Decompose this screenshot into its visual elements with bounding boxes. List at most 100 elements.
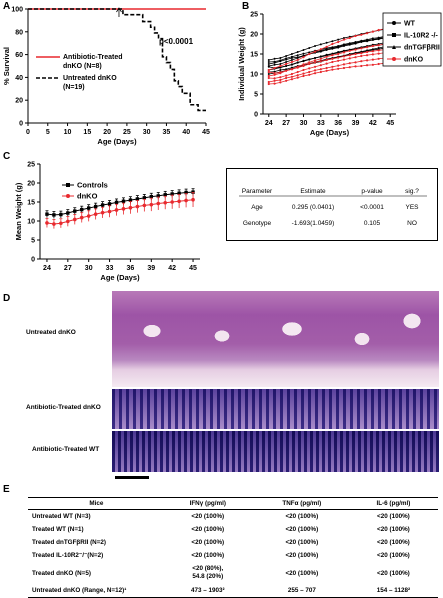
mean-controls-point (121, 199, 126, 203)
weight-point-red (365, 64, 369, 67)
weight-legend-marker (392, 45, 396, 49)
cell-mice: Untreated WT (N=3) (32, 513, 91, 520)
mean-x-tick-label: 27 (64, 265, 72, 272)
weight-point-red (377, 57, 380, 60)
weight-point-red (319, 57, 322, 60)
weight-point-black (325, 41, 328, 44)
stats-cell: <0.0001 (360, 204, 384, 211)
cell-tnfa: 255 – 707 (254, 584, 349, 598)
mean-controls-point (142, 196, 147, 200)
mean-y-tick-label: 25 (27, 162, 35, 169)
weight-point-red (325, 69, 328, 72)
weight-legend-label: dnTGFβRII (404, 45, 440, 52)
weight-point-red (302, 63, 305, 66)
weight-point-red (354, 48, 357, 51)
weight-point-red (308, 52, 311, 56)
mean-controls-point (184, 190, 188, 195)
weight-point-red (285, 69, 288, 72)
weight-point-red (325, 58, 328, 62)
panel-label-d: D (3, 293, 11, 304)
weight-point-red (296, 76, 299, 79)
mean-controls-point (45, 212, 49, 216)
weight-point-red (302, 68, 305, 72)
cell-tnfa: <20 (100%) (285, 552, 319, 559)
weight-line-red (268, 62, 391, 85)
weight-point-red (319, 60, 322, 63)
weight-point-red (371, 30, 374, 33)
weight-point-red (365, 32, 369, 35)
weight-point-black (267, 65, 270, 68)
p-value-label: p<0.0001 (159, 37, 194, 46)
weight-point-black (354, 41, 357, 43)
mean-controls-point (66, 211, 70, 215)
weight-line-black (268, 45, 391, 73)
weight-point-red (331, 57, 334, 60)
weight-point-red (342, 55, 346, 58)
stats-cell: -1.693(1.0459) (292, 220, 335, 227)
weight-line-red (268, 51, 391, 79)
mean-dnko-point (135, 204, 140, 209)
cell-tnfa: <20 (100%) (285, 513, 319, 520)
survival-x-tick-label: 15 (83, 129, 91, 136)
weight-point-red (365, 46, 369, 49)
mean-dnko-point (66, 219, 70, 224)
stats-cell: YES (405, 204, 419, 211)
cell-mice: Treated WT (N=1) (32, 526, 84, 533)
weight-point-red (342, 51, 346, 54)
survival-y-tick-label: 0 (19, 121, 23, 128)
mean-dnko-point (170, 200, 174, 204)
weight-x-tick-label: 24 (265, 120, 273, 127)
mean-x-tick-label: 24 (43, 265, 51, 272)
weight-point-black (273, 70, 276, 73)
weight-point-red (267, 80, 270, 84)
weight-x-tick-label: 45 (386, 120, 394, 127)
survival-x-tick-label: 40 (182, 129, 190, 136)
weight-legend-label: WT (404, 21, 416, 28)
weight-point-red (325, 45, 328, 48)
cell-il6: <20 (100%) (377, 552, 410, 559)
weight-point-red (342, 66, 346, 70)
weight-point-red (337, 67, 340, 70)
weight-point-black (267, 61, 270, 63)
weight-point-red (302, 72, 305, 75)
weight-point-red (371, 58, 374, 61)
weight-point-red (337, 52, 340, 56)
weight-point-black (267, 73, 270, 75)
panel-label-b: B (242, 1, 250, 12)
mean-y-tick-label: 5 (31, 238, 35, 245)
stats-cell: Genotype (243, 220, 272, 227)
mean-y-tick-label: 15 (27, 200, 35, 207)
weight-point-red (290, 72, 294, 76)
mean-legend-label-controls: Controls (77, 181, 108, 190)
weight-y-tick-label: 15 (250, 52, 258, 59)
weight-point-red (296, 70, 299, 74)
weight-point-black (273, 63, 276, 66)
weight-point-red (279, 71, 282, 74)
cell-ifng: 473 – 1903² (160, 584, 255, 598)
weight-point-red (348, 54, 351, 57)
weight-point-red (377, 49, 380, 52)
weight-point-black (296, 51, 299, 53)
weight-point-black (314, 57, 317, 59)
weight-y-tick-label: 25 (250, 12, 258, 19)
weight-x-tick-label: 42 (369, 120, 377, 127)
stats-header-cell: Parameter (242, 188, 273, 195)
panel-label-c: C (3, 151, 11, 162)
weight-point-red (371, 50, 374, 53)
survival-x-axis-label: Age (Days) (97, 137, 137, 146)
weight-legend-marker (392, 21, 396, 25)
weight-point-black (302, 52, 305, 55)
weight-point-red (331, 60, 334, 64)
weight-point-red (319, 48, 322, 51)
weight-point-black (371, 37, 374, 40)
weight-y-tick-label: 0 (254, 112, 258, 119)
survival-chart: 0 5 10 15 20 25 30 35 40 45 0 20 40 60 80 100 Age (Days)… (2, 7, 210, 147)
weight-point-black (296, 54, 299, 57)
cell-il6: <20 (100%) (377, 513, 410, 520)
weight-point-red (377, 44, 380, 47)
weight-point-red (337, 59, 340, 62)
survival-y-axis-label: % Survival (2, 47, 11, 85)
weight-point-black (279, 57, 282, 59)
table-row: Treated WT (N=1) <20 (100%) <20 (100%) <… (28, 523, 438, 536)
weight-x-tick-label: 27 (282, 120, 290, 127)
